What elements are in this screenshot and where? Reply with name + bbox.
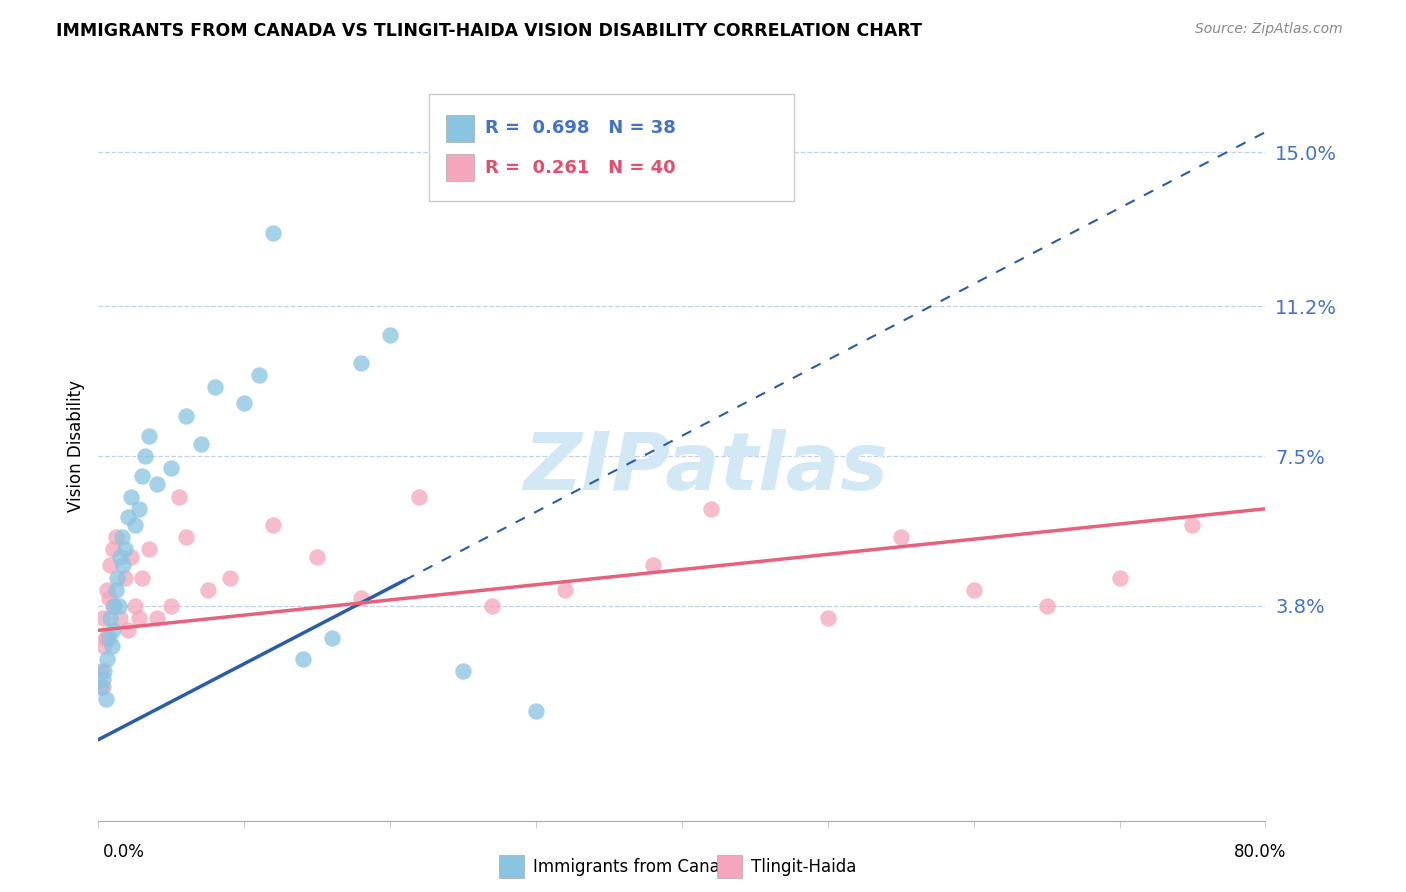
Point: [108, 599, 131, 613]
Point: [700, 501, 723, 516]
Text: Source: ZipAtlas.com: Source: ZipAtlas.com: [1195, 22, 1343, 37]
Point: [321, 632, 343, 646]
Point: [190, 437, 212, 451]
Point: [160, 599, 183, 613]
Point: [101, 624, 124, 638]
Point: [91, 611, 114, 625]
Point: [160, 461, 183, 475]
Point: [117, 624, 139, 638]
Point: [1181, 518, 1204, 533]
Point: [167, 490, 190, 504]
Point: [101, 542, 124, 557]
Point: [131, 469, 153, 483]
Point: [218, 571, 240, 585]
Point: [350, 591, 373, 605]
Point: [103, 599, 125, 613]
Point: [263, 227, 285, 241]
Point: [481, 599, 503, 613]
Point: [1035, 599, 1057, 613]
Point: [90, 680, 112, 694]
Point: [197, 582, 219, 597]
Point: [128, 611, 150, 625]
Point: [134, 449, 156, 463]
Point: [524, 704, 547, 718]
Point: [100, 640, 122, 654]
Point: [263, 518, 285, 533]
Point: [138, 429, 160, 443]
Point: [91, 672, 114, 686]
Point: [138, 542, 160, 557]
Point: [174, 530, 197, 544]
Point: [131, 571, 153, 585]
Text: 0.0%: 0.0%: [103, 843, 145, 861]
Point: [1108, 571, 1130, 585]
Text: R =  0.698   N = 38: R = 0.698 N = 38: [485, 120, 676, 137]
Point: [104, 582, 127, 597]
Point: [114, 571, 136, 585]
Text: Immigrants from Canada: Immigrants from Canada: [533, 858, 740, 876]
Point: [962, 582, 984, 597]
Y-axis label: Vision Disability: Vision Disability: [66, 380, 84, 512]
Point: [112, 558, 135, 573]
Point: [94, 632, 117, 646]
Text: 80.0%: 80.0%: [1234, 843, 1286, 861]
Point: [94, 692, 117, 706]
Point: [233, 396, 256, 410]
Point: [117, 509, 139, 524]
Point: [817, 611, 839, 625]
Point: [174, 409, 197, 423]
Point: [890, 530, 912, 544]
Point: [105, 571, 128, 585]
Point: [146, 477, 169, 491]
Point: [114, 542, 136, 557]
Point: [408, 490, 430, 504]
Point: [110, 611, 132, 625]
Point: [93, 664, 115, 678]
Point: [90, 664, 112, 678]
Point: [307, 550, 329, 565]
Point: [97, 632, 120, 646]
Point: [101, 599, 124, 613]
Point: [350, 356, 373, 370]
Point: [554, 582, 576, 597]
Point: [641, 558, 664, 573]
Point: [120, 550, 142, 565]
Point: [98, 611, 121, 625]
Point: [104, 530, 127, 544]
Point: [124, 599, 146, 613]
Point: [111, 530, 134, 544]
Point: [91, 680, 114, 694]
Point: [451, 664, 474, 678]
Point: [96, 651, 118, 665]
Point: [146, 611, 169, 625]
Text: IMMIGRANTS FROM CANADA VS TLINGIT-HAIDA VISION DISABILITY CORRELATION CHART: IMMIGRANTS FROM CANADA VS TLINGIT-HAIDA …: [56, 22, 922, 40]
Point: [247, 368, 270, 383]
Point: [110, 550, 132, 565]
Text: Tlingit-Haida: Tlingit-Haida: [751, 858, 856, 876]
Point: [204, 380, 226, 394]
Point: [128, 501, 150, 516]
Point: [96, 582, 118, 597]
Point: [120, 490, 142, 504]
Point: [380, 327, 402, 342]
Point: [124, 518, 146, 533]
Point: [98, 558, 121, 573]
Point: [94, 632, 117, 646]
Point: [291, 651, 314, 665]
Point: [93, 640, 115, 654]
Text: R =  0.261   N = 40: R = 0.261 N = 40: [485, 159, 676, 177]
Point: [97, 591, 120, 605]
Text: ZIPatlas: ZIPatlas: [523, 429, 887, 508]
